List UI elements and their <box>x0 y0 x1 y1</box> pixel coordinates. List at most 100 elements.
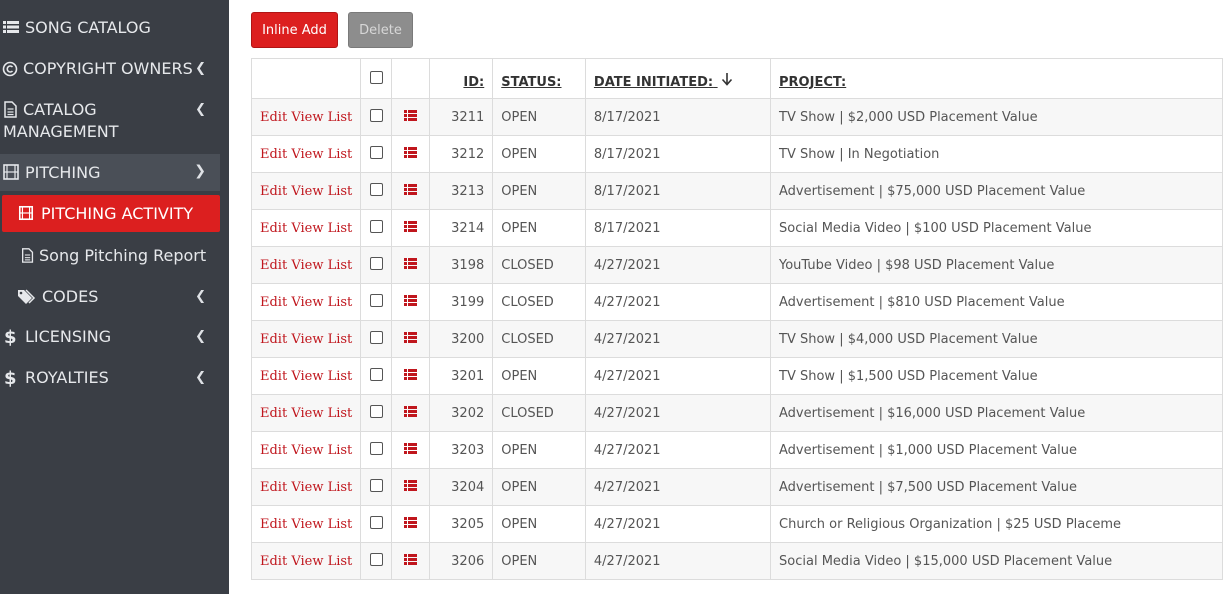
row-checkbox[interactable] <box>369 515 383 529</box>
table-row[interactable]: Edit View List 3212 OPEN 8/17/2021 TV Show |… <box>250 135 1223 173</box>
sidebar-item-codes[interactable]: CODES ❮ <box>0 287 220 309</box>
sidebar-item-catalog-management[interactable]: CATALOG MANAGEMENT ❮ <box>0 100 220 144</box>
table-header-row: ID: STATUS: DATE INITIATED: PROJECT: <box>250 58 1223 99</box>
list-icon[interactable] <box>404 368 418 380</box>
row-status: OPEN <box>492 468 586 506</box>
table-row[interactable]: Edit View List 3206 OPEN 4/27/2021 Social Me… <box>250 542 1223 580</box>
delete-button[interactable]: Delete <box>348 12 413 48</box>
row-date: 4/27/2021 <box>584 505 772 543</box>
sidebar-item-licensing[interactable]: $ LICENSING ❮ <box>0 327 220 349</box>
row-project: Church or Religious Organization | $25 U… <box>770 505 1223 543</box>
chevron-down-icon: ❯ <box>194 163 206 179</box>
row-id: 3206 <box>429 542 494 580</box>
row-checkbox[interactable] <box>369 145 383 159</box>
row-checkbox[interactable] <box>369 256 383 270</box>
row-actions-links[interactable]: Edit View List <box>250 209 362 247</box>
row-id: 3200 <box>429 320 494 358</box>
row-checkbox[interactable] <box>369 404 383 418</box>
row-actions-links[interactable]: Edit View List <box>250 542 362 580</box>
row-actions-links[interactable]: Edit View List <box>250 431 362 469</box>
row-checkbox[interactable] <box>369 367 383 381</box>
list-icon[interactable] <box>404 405 418 417</box>
row-checkbox[interactable] <box>369 441 383 455</box>
header-date-initiated[interactable]: DATE INITIATED: <box>584 58 772 99</box>
row-actions-links[interactable]: Edit View List <box>250 394 362 432</box>
film-icon <box>18 205 34 225</box>
sidebar-item-label-line2: MANAGEMENT <box>3 122 119 141</box>
row-actions-links[interactable]: Edit View List <box>250 172 362 210</box>
row-project: YouTube Video | $98 USD Placement Value <box>770 246 1223 284</box>
list-icon[interactable] <box>404 146 418 158</box>
row-actions-links[interactable]: Edit View List <box>250 505 362 543</box>
table-row[interactable]: Edit View List 3205 OPEN 4/27/2021 Church or… <box>250 505 1223 543</box>
row-actions-links[interactable]: Edit View List <box>250 246 362 284</box>
list-icon[interactable] <box>404 257 418 269</box>
row-list-cell <box>391 172 431 210</box>
row-project: Advertisement | $75,000 USD Placement Va… <box>770 172 1223 210</box>
row-project: TV Show | $1,500 USD Placement Value <box>770 357 1223 395</box>
sidebar-item-pitching-activity[interactable]: PITCHING ACTIVITY <box>2 195 220 232</box>
list-icon[interactable] <box>404 294 418 306</box>
row-date: 4/27/2021 <box>584 246 772 284</box>
table-row[interactable]: Edit View List 3202 CLOSED 4/27/2021 Adverti… <box>250 394 1223 432</box>
row-date: 8/17/2021 <box>584 135 772 173</box>
row-select-cell <box>360 468 393 506</box>
select-all-checkbox[interactable] <box>369 71 383 84</box>
header-id[interactable]: ID: <box>429 58 494 99</box>
sidebar: SONG CATALOG COPYRIGHT OWNERS ❮ CATALOG … <box>0 0 229 594</box>
table-row[interactable]: Edit View List 3211 OPEN 8/17/2021 TV Show |… <box>250 98 1223 136</box>
row-status: OPEN <box>492 431 586 469</box>
table-row[interactable]: Edit View List 3199 CLOSED 4/27/2021 Adverti… <box>250 283 1223 321</box>
row-checkbox[interactable] <box>369 108 383 122</box>
header-status[interactable]: STATUS: <box>492 58 586 99</box>
row-checkbox[interactable] <box>369 182 383 196</box>
list-icon[interactable] <box>404 183 418 195</box>
row-actions-links[interactable]: Edit View List <box>250 320 362 358</box>
sidebar-item-pitching[interactable]: PITCHING ❯ <box>0 154 220 191</box>
row-actions-links[interactable]: Edit View List <box>250 357 362 395</box>
sidebar-item-label: SONG CATALOG <box>25 18 151 37</box>
row-date: 4/27/2021 <box>584 542 772 580</box>
table-row[interactable]: Edit View List 3203 OPEN 4/27/2021 Advertise… <box>250 431 1223 469</box>
list-icon[interactable] <box>404 442 418 454</box>
table-row[interactable]: Edit View List 3198 CLOSED 4/27/2021 YouTube… <box>250 246 1223 284</box>
chevron-left-icon: ❮ <box>195 102 206 117</box>
list-icon[interactable] <box>404 220 418 232</box>
list-icon[interactable] <box>404 109 418 121</box>
row-select-cell <box>360 209 393 247</box>
row-actions-links[interactable]: Edit View List <box>250 98 362 136</box>
row-date: 8/17/2021 <box>584 209 772 247</box>
sidebar-item-royalties[interactable]: $ ROYALTIES ❮ <box>0 368 220 390</box>
header-project[interactable]: PROJECT: <box>770 58 1223 99</box>
sidebar-item-song-pitching-report[interactable]: Song Pitching Report <box>0 246 220 268</box>
row-select-cell <box>360 98 393 136</box>
sidebar-item-copyright-owners[interactable]: COPYRIGHT OWNERS ❮ <box>0 59 220 81</box>
row-list-cell <box>391 542 431 580</box>
row-status: OPEN <box>492 98 586 136</box>
list-icon[interactable] <box>404 516 418 528</box>
table-row[interactable]: Edit View List 3204 OPEN 4/27/2021 Advertise… <box>250 468 1223 506</box>
row-checkbox[interactable] <box>369 552 383 566</box>
header-select-all <box>360 58 393 99</box>
row-checkbox[interactable] <box>369 219 383 233</box>
row-actions-links[interactable]: Edit View List <box>250 468 362 506</box>
row-actions-links[interactable]: Edit View List <box>250 135 362 173</box>
sidebar-item-song-catalog[interactable]: SONG CATALOG <box>0 18 220 40</box>
sidebar-item-label: CATALOG <box>23 100 97 119</box>
inline-add-button[interactable]: Inline Add <box>251 12 338 48</box>
row-select-cell <box>360 394 393 432</box>
row-checkbox[interactable] <box>369 293 383 307</box>
row-checkbox[interactable] <box>369 478 383 492</box>
row-date: 8/17/2021 <box>584 172 772 210</box>
row-list-cell <box>391 468 431 506</box>
table-row[interactable]: Edit View List 3200 CLOSED 4/27/2021 TV Show… <box>250 320 1223 358</box>
row-actions-links[interactable]: Edit View List <box>250 283 362 321</box>
table-row[interactable]: Edit View List 3214 OPEN 8/17/2021 Social Me… <box>250 209 1223 247</box>
row-checkbox[interactable] <box>369 330 383 344</box>
table-row[interactable]: Edit View List 3213 OPEN 8/17/2021 Advertise… <box>250 172 1223 210</box>
list-icon[interactable] <box>404 553 418 565</box>
list-icon[interactable] <box>404 479 418 491</box>
row-project: Advertisement | $7,500 USD Placement Val… <box>770 468 1223 506</box>
table-row[interactable]: Edit View List 3201 OPEN 4/27/2021 TV Show |… <box>250 357 1223 395</box>
list-icon[interactable] <box>404 331 418 343</box>
